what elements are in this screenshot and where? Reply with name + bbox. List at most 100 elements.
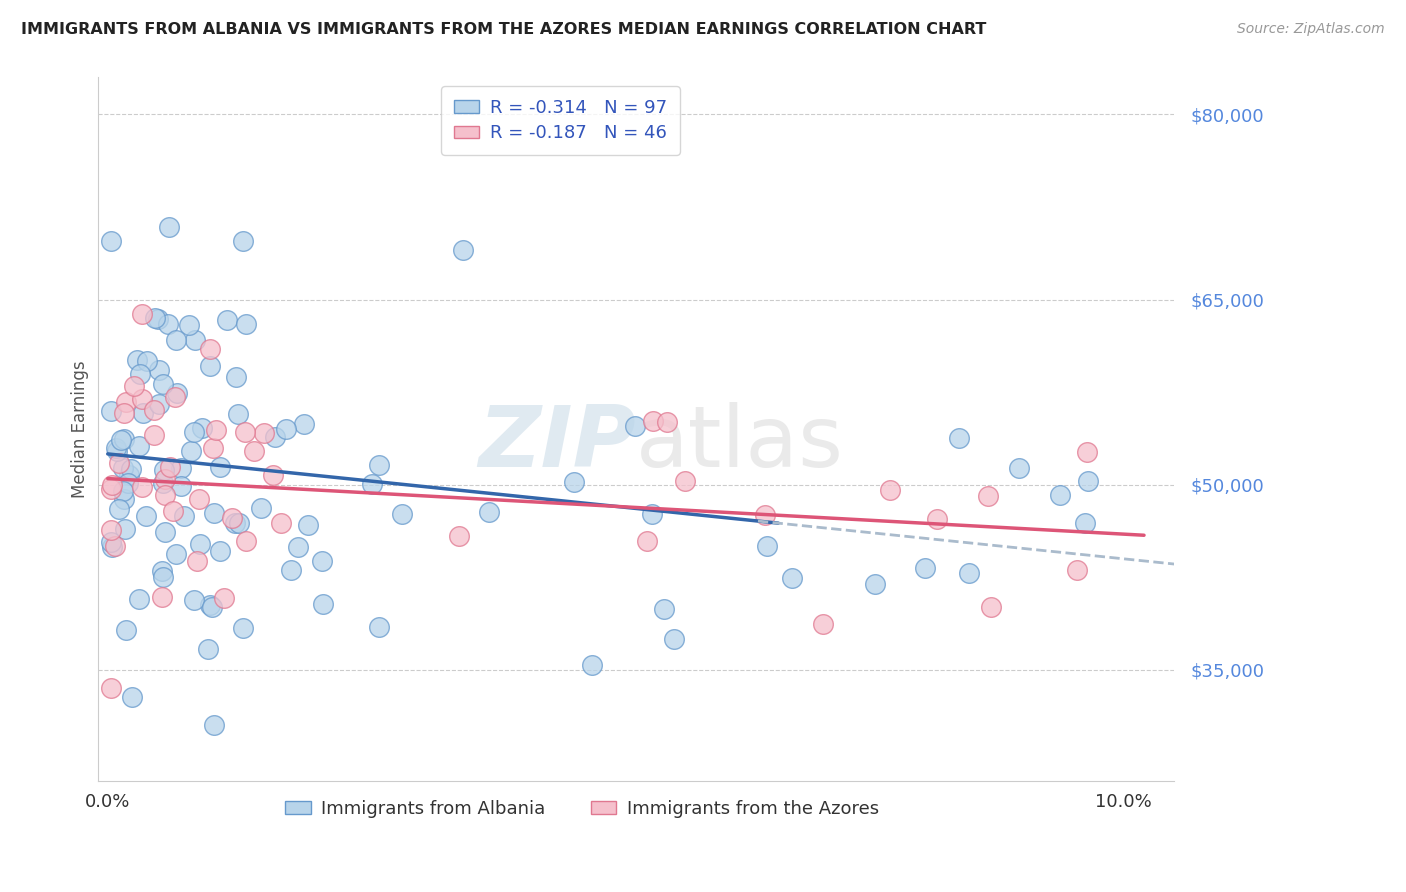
Point [104, 441, 127, 455]
Point [297, 518, 319, 533]
Point [624, 419, 647, 434]
Point [101, 541, 124, 555]
Point [121, 690, 143, 704]
Point [361, 477, 384, 491]
Point [100, 482, 122, 496]
Point [100, 524, 122, 538]
Point [148, 397, 170, 411]
Point [183, 425, 205, 440]
Point [122, 379, 145, 393]
Point [152, 564, 174, 578]
Point [927, 512, 949, 526]
Point [1049, 488, 1071, 502]
Point [204, 423, 226, 437]
Point [311, 554, 333, 568]
Point [228, 408, 250, 422]
Point [225, 369, 247, 384]
Point [120, 462, 142, 476]
Point [274, 421, 297, 435]
Point [957, 566, 980, 580]
Point [270, 516, 292, 530]
Point [200, 598, 222, 612]
Point [111, 461, 134, 475]
Point [143, 403, 166, 417]
Point [165, 334, 187, 348]
Point [157, 220, 180, 235]
Point [914, 561, 936, 575]
Point [131, 307, 153, 321]
Point [562, 475, 585, 489]
Point [157, 317, 180, 331]
Point [640, 508, 662, 522]
Point [212, 591, 235, 606]
Point [166, 386, 188, 401]
Point [197, 642, 219, 657]
Point [391, 507, 413, 521]
Point [143, 428, 166, 442]
Point [100, 478, 122, 492]
Point [170, 478, 193, 492]
Point [780, 571, 803, 585]
Point [152, 570, 174, 584]
Point [368, 620, 391, 634]
Point [287, 541, 309, 555]
Point [128, 367, 150, 381]
Point [165, 548, 187, 562]
Point [232, 234, 254, 248]
Point [143, 311, 166, 326]
Point [180, 443, 202, 458]
Point [224, 516, 246, 530]
Point [208, 544, 231, 558]
Point [186, 553, 208, 567]
Point [187, 491, 209, 506]
Text: Source: ZipAtlas.com: Source: ZipAtlas.com [1237, 22, 1385, 37]
Point [110, 434, 132, 448]
Point [152, 377, 174, 392]
Point [170, 461, 193, 475]
Point [100, 235, 122, 249]
Point [652, 602, 675, 616]
Point [104, 539, 127, 553]
Point [662, 632, 685, 647]
Point [478, 505, 501, 519]
Point [108, 456, 131, 470]
Point [1008, 461, 1031, 475]
Point [879, 483, 901, 497]
Point [163, 390, 186, 404]
Point [183, 592, 205, 607]
Point [188, 537, 211, 551]
Point [865, 577, 887, 591]
Point [153, 488, 176, 502]
Point [294, 417, 316, 432]
Point [813, 616, 835, 631]
Text: ZIP: ZIP [478, 401, 636, 484]
Point [183, 333, 205, 347]
Point [100, 535, 122, 549]
Point [117, 468, 139, 483]
Point [756, 540, 779, 554]
Point [112, 492, 135, 507]
Point [107, 501, 129, 516]
Point [980, 600, 1002, 615]
Point [453, 243, 475, 257]
Point [280, 563, 302, 577]
Point [128, 439, 150, 453]
Legend: Immigrants from Albania, Immigrants from the Azores: Immigrants from Albania, Immigrants from… [278, 792, 886, 825]
Point [312, 597, 335, 611]
Point [1066, 563, 1088, 577]
Point [641, 414, 664, 428]
Point [146, 312, 169, 326]
Point [235, 425, 257, 440]
Text: atlas: atlas [636, 401, 844, 484]
Point [125, 353, 148, 368]
Point [250, 501, 273, 516]
Point [135, 509, 157, 524]
Point [153, 463, 176, 477]
Point [754, 508, 776, 522]
Point [105, 444, 128, 458]
Point [152, 475, 174, 490]
Point [202, 717, 225, 731]
Point [179, 318, 201, 332]
Point [977, 489, 1000, 503]
Point [131, 480, 153, 494]
